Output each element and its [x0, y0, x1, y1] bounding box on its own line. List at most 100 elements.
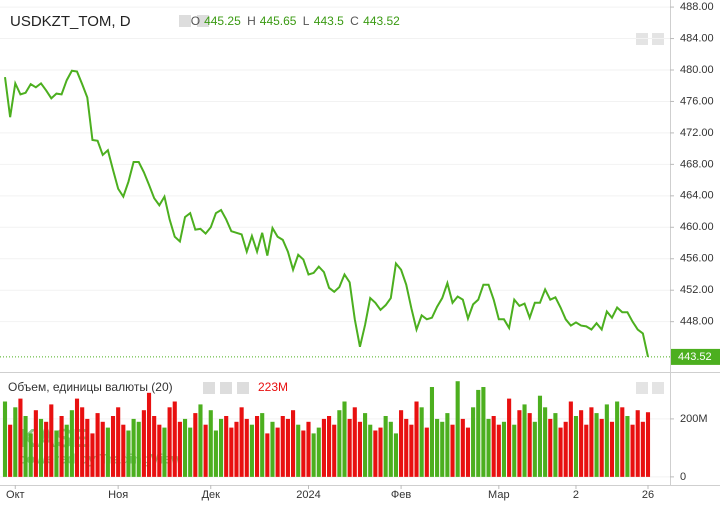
volume-bar — [121, 424, 126, 477]
icon[interactable] — [220, 382, 232, 394]
icon[interactable] — [179, 15, 191, 27]
volume-bar — [527, 413, 532, 477]
volume-bar — [450, 424, 455, 477]
volume-bar — [291, 410, 296, 477]
ohlc-key: O — [191, 14, 200, 28]
volume-bar — [85, 418, 90, 477]
volume-bar — [23, 416, 28, 477]
watermark-text: powered by TradingView — [18, 451, 182, 467]
ohlc-value: 445.25 — [204, 14, 241, 28]
icon[interactable] — [203, 382, 215, 394]
volume-bar — [465, 427, 471, 477]
y-tick-label: 464.00 — [680, 190, 714, 202]
volume-bar — [218, 418, 224, 477]
x-tick-label: 2024 — [296, 489, 320, 501]
volume-bar — [419, 407, 424, 477]
volume-bar — [332, 424, 337, 477]
volume-bar — [589, 407, 594, 477]
volume-bar — [640, 421, 645, 477]
volume-bar — [517, 410, 522, 477]
volume-bar — [620, 407, 625, 477]
volume-bar — [537, 395, 543, 477]
volume-bar — [321, 418, 326, 477]
volume-bar — [198, 404, 203, 477]
ohlc-key: L — [303, 14, 310, 28]
volume-bar — [455, 381, 460, 477]
volume-bar — [424, 427, 429, 477]
volume-bar — [249, 424, 254, 477]
volume-bar — [203, 424, 208, 477]
volume-bar — [105, 427, 110, 477]
volume-bar — [507, 398, 512, 477]
volume-bar — [512, 424, 517, 477]
volume-bar — [347, 418, 352, 477]
icon[interactable] — [237, 382, 249, 394]
volume-bar — [167, 407, 172, 477]
y-tick-label: 476.00 — [680, 95, 714, 107]
volume-bar — [74, 398, 80, 477]
y-tick-label: 488.00 — [680, 1, 714, 13]
volume-bar — [563, 421, 568, 477]
volume-bar — [260, 413, 265, 477]
volume-last: 223M — [258, 380, 288, 394]
volume-bar — [558, 427, 563, 477]
volume-bar — [579, 410, 584, 477]
icon[interactable] — [636, 382, 648, 394]
volume-bar — [645, 412, 651, 477]
volume-bar — [188, 427, 193, 477]
volume-bar — [327, 416, 332, 477]
volume-bar — [532, 421, 537, 477]
volume-bar — [522, 404, 527, 477]
volume-bar — [44, 421, 49, 477]
header-icons[interactable] — [179, 15, 664, 394]
volume-bar — [172, 401, 177, 477]
volume-bar — [481, 387, 486, 477]
volume-bar — [141, 410, 146, 477]
ohlc-value: 443.52 — [363, 14, 400, 28]
y-tick-label: 456.00 — [680, 253, 714, 265]
volume-bar — [301, 430, 306, 477]
volume-bar — [208, 410, 213, 477]
volume-bar — [126, 430, 131, 477]
icon[interactable] — [197, 15, 209, 27]
volume-bar — [90, 433, 95, 477]
volume-bar — [311, 433, 316, 477]
volume-bar — [13, 407, 18, 477]
y-tick-label: 480.00 — [680, 64, 714, 76]
volume-bar — [543, 407, 548, 477]
volume-bar — [435, 418, 440, 477]
volume-bar — [486, 418, 491, 477]
icon[interactable] — [652, 382, 664, 394]
volume-bar — [604, 404, 609, 477]
volume-bar — [548, 418, 553, 477]
y-tick-label: 452.00 — [680, 284, 714, 296]
volume-bar — [404, 418, 409, 477]
volume-bar — [471, 407, 476, 477]
volume-bar — [615, 401, 620, 477]
volume-bar — [388, 421, 393, 477]
volume-bar — [393, 433, 399, 477]
volume-bar — [584, 424, 589, 477]
volume-bar — [229, 427, 234, 477]
volume-bar — [316, 427, 321, 477]
volume-bar — [357, 421, 362, 477]
volume-bar — [244, 418, 249, 477]
volume-bar — [18, 398, 23, 477]
volume-bar — [280, 416, 285, 477]
volume-title: Объем, единицы валюты (20) — [8, 380, 173, 394]
volume-bar — [28, 433, 33, 477]
volume-bar — [373, 430, 378, 477]
y-tick-label: 460.00 — [680, 221, 714, 233]
volume-bar — [352, 407, 357, 477]
volume-bar — [182, 418, 188, 477]
volume-bar — [414, 401, 419, 477]
volume-bar — [635, 410, 640, 477]
volume-bar — [239, 407, 244, 477]
volume-bar — [38, 418, 44, 477]
volume-bar — [8, 424, 13, 477]
ohlc-key: C — [350, 14, 359, 28]
volume-bar — [573, 416, 579, 477]
volume-bar — [152, 416, 157, 477]
volume-bar — [429, 387, 435, 477]
